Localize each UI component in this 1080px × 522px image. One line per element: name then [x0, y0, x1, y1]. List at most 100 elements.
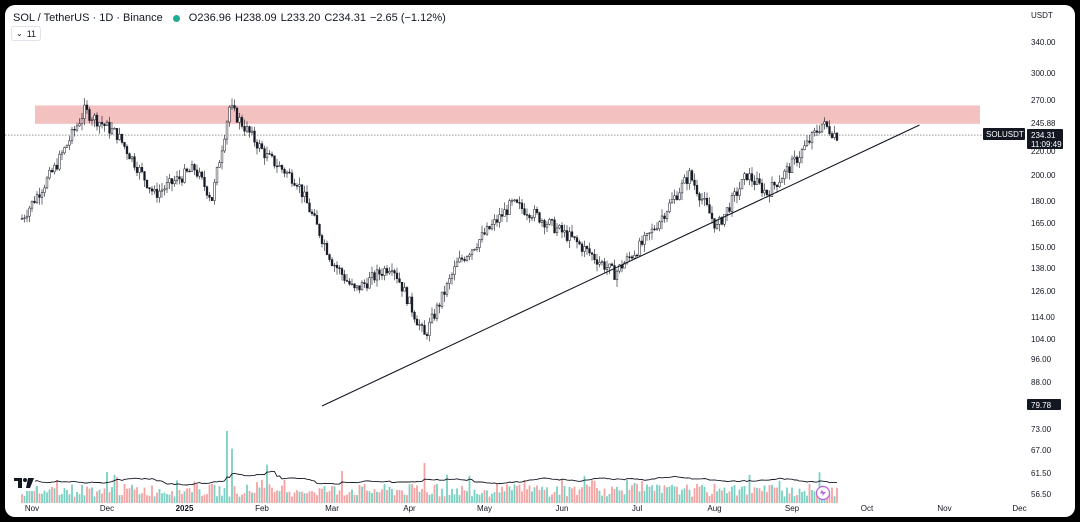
volume-bar [481, 493, 483, 503]
candle-body [455, 261, 459, 267]
volume-bar [103, 488, 106, 503]
candle-body [688, 170, 691, 184]
volume-bar [381, 489, 383, 503]
volume-bar [78, 494, 81, 503]
volume-bar [596, 487, 598, 503]
candle-body [613, 265, 616, 280]
replay-icon[interactable] [815, 485, 831, 501]
candle-body [60, 152, 64, 155]
candle-body [523, 208, 526, 215]
volume-bar [411, 483, 413, 503]
candle-body [165, 182, 169, 190]
ascending-trendline[interactable] [321, 124, 920, 407]
volume-bar [436, 483, 438, 503]
candle-body [330, 259, 334, 266]
volume-bar [28, 490, 31, 503]
symbol-title[interactable]: SOL / TetherUS · 1D · Binance [13, 12, 163, 24]
volume-bar [308, 491, 311, 503]
volume-bar [658, 485, 661, 503]
volume-bar [621, 490, 623, 503]
volume-bar [443, 496, 446, 503]
volume-bar [671, 484, 673, 503]
candle-body [743, 173, 746, 180]
candle-body [623, 262, 626, 269]
volume-bar [393, 495, 396, 503]
candle-body [213, 182, 216, 201]
candle-body [518, 202, 521, 204]
volume-bar [371, 493, 373, 503]
volume-bar [66, 490, 68, 503]
volume-bar [201, 495, 203, 503]
candle-body [745, 173, 749, 181]
volume-bar [128, 488, 131, 503]
candle-body [390, 270, 394, 272]
volume-bar [173, 496, 176, 503]
candle-body [728, 207, 731, 212]
candle-body [618, 264, 621, 272]
volume-bar [293, 492, 296, 503]
volume-bar [726, 493, 728, 503]
currency-selector[interactable]: USDT [1031, 11, 1053, 20]
volume-bar [683, 488, 686, 503]
volume-bar [228, 496, 231, 503]
volume-bar [231, 448, 233, 503]
price-axis[interactable]: 340.00 300.00 270.00 220.00 200.00 180.00 165.… [1031, 38, 1056, 499]
candle-body [113, 128, 116, 130]
volume-bar [203, 494, 206, 503]
candle-body [180, 178, 184, 183]
candle-body [695, 185, 699, 195]
volume-bar [728, 491, 731, 503]
candle-body [683, 177, 686, 184]
price-tick-label: 126.00 [1031, 287, 1056, 296]
time-axis[interactable]: Nov Dec 2025 Feb Mar Apr May Jun Jul Aug Sep Oct Nov… [25, 504, 1027, 513]
candle-body [275, 165, 279, 168]
candle-body [290, 172, 294, 184]
candle-body [63, 147, 66, 154]
volume-bar [571, 488, 573, 503]
candle-body [235, 107, 239, 123]
candle-body [375, 269, 379, 281]
candle-body [345, 280, 349, 282]
volume-bar [791, 487, 793, 503]
candle-body [513, 199, 516, 201]
tradingview-logo-icon[interactable] [13, 475, 35, 491]
volume-bar [483, 490, 486, 503]
volume-bar [41, 493, 43, 503]
candle-body [70, 129, 74, 142]
candle-body [775, 184, 779, 188]
volume-bar [456, 488, 458, 503]
candle-body [265, 153, 269, 159]
volume-bar [523, 480, 526, 503]
volume-bar [391, 488, 393, 503]
volume-bar [811, 490, 813, 503]
volume-bar [223, 488, 226, 503]
volume-bar [701, 484, 703, 503]
candle-body [505, 209, 509, 215]
candle-body [645, 233, 649, 236]
candle-body [833, 132, 836, 138]
resistance-zone[interactable] [35, 105, 980, 124]
candle-body [308, 202, 311, 213]
candle-body [498, 214, 501, 223]
indicators-toggle-button[interactable]: ⌄ 11 [11, 26, 42, 41]
volume-bar [736, 495, 738, 503]
candle-body [598, 262, 601, 265]
price-tick-label: 114.00 [1031, 313, 1055, 322]
candle-body [803, 145, 806, 150]
candle-body [648, 232, 651, 234]
price-chart[interactable]: 340.00 300.00 270.00 220.00 200.00 180.00 165.… [5, 5, 1075, 517]
volume-bar [191, 492, 193, 503]
volume-bar [388, 486, 391, 503]
volume-bar [56, 480, 58, 503]
ohlc-open: O236.96 [188, 12, 231, 24]
candle-body [183, 168, 186, 183]
candle-body [168, 178, 171, 183]
volume-bar [196, 484, 198, 503]
candle-body [453, 266, 456, 275]
volume-bar [248, 490, 251, 503]
volume-bar [741, 486, 743, 503]
candle-body [110, 128, 114, 134]
volume-bar [53, 488, 56, 503]
candle-body [510, 200, 514, 202]
